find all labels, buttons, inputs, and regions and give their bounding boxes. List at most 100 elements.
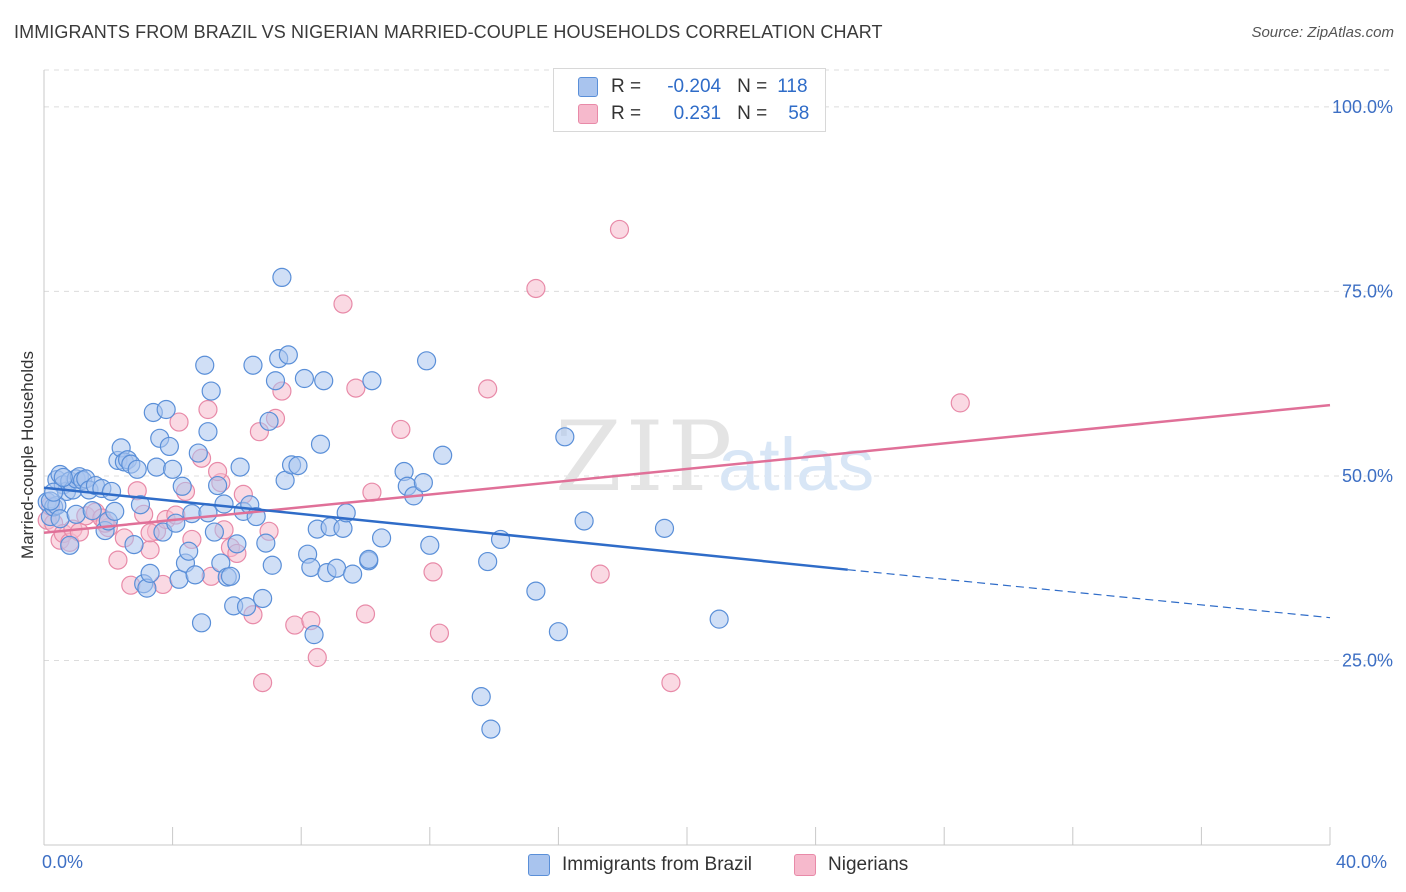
point-brazil	[198, 422, 218, 442]
point-brazil	[105, 501, 125, 521]
point-brazil	[416, 351, 437, 371]
point-brazil	[236, 596, 257, 617]
legend: R = -0.204 N = 118 R = 0.231 N = 58	[553, 68, 826, 132]
point-brazil	[265, 371, 286, 391]
point-brazil	[159, 436, 179, 457]
point-brazil	[420, 535, 440, 555]
point-nigerians	[285, 615, 305, 635]
point-brazil	[574, 511, 594, 531]
point-brazil	[359, 549, 379, 569]
point-nigerians	[478, 379, 498, 399]
point-brazil	[166, 513, 186, 533]
point-brazil	[169, 569, 189, 589]
trend-line-nigerians	[43, 403, 1331, 535]
point-brazil	[201, 381, 221, 401]
point-nigerians	[253, 673, 273, 693]
point-brazil	[214, 494, 234, 514]
point-brazil	[146, 457, 167, 477]
bottom-legend-brazil: Immigrants from Brazil	[528, 852, 752, 878]
y-tick-labels: 25.0% 50.0% 75.0% 100.0%	[1332, 97, 1393, 671]
legend-swatch-brazil	[578, 77, 598, 97]
bottom-legend-label-brazil: Immigrants from Brazil	[562, 854, 753, 875]
point-brazil	[362, 371, 382, 391]
point-brazil	[191, 613, 212, 633]
point-nigerians	[140, 540, 160, 560]
y-tick-label: 75.0%	[1342, 281, 1393, 301]
legend-row-nigerians: R = 0.231 N = 58	[578, 101, 809, 127]
point-brazil	[243, 355, 263, 375]
trend-line-brazil-extension	[847, 569, 1331, 619]
point-brazil	[548, 622, 569, 642]
point-nigerians	[391, 419, 411, 440]
legend-n-value: 118	[777, 76, 808, 97]
point-brazil	[130, 495, 151, 515]
point-brazil	[343, 564, 363, 584]
point-brazil	[478, 551, 498, 572]
point-brazil	[53, 467, 73, 488]
legend-r-value: -0.204	[667, 76, 722, 97]
point-brazil	[124, 534, 144, 555]
legend-n-label: N =	[737, 103, 768, 124]
point-brazil	[262, 555, 282, 575]
point-nigerians	[423, 562, 443, 582]
point-brazil	[60, 535, 80, 555]
x-tick-min: 0.0%	[42, 852, 84, 872]
point-brazil	[310, 434, 331, 454]
watermark-zip: ZIP	[555, 401, 736, 513]
point-brazil	[526, 581, 546, 601]
point-brazil	[82, 501, 102, 521]
point-brazil	[66, 504, 86, 524]
point-brazil	[50, 509, 70, 529]
point-brazil	[220, 566, 241, 586]
point-nigerians	[355, 604, 376, 624]
point-brazil	[371, 528, 392, 548]
legend-r-value: 0.231	[673, 103, 722, 124]
chart-title: IMMIGRANTS FROM BRAZIL VS NIGERIAN MARRI…	[14, 22, 883, 42]
legend-r-label: R =	[611, 76, 642, 97]
point-brazil	[433, 445, 453, 465]
point-brazil	[256, 533, 276, 553]
point-nigerians	[661, 673, 681, 693]
point-brazil	[314, 371, 334, 391]
point-nigerians	[307, 647, 327, 668]
point-brazil	[471, 687, 491, 707]
point-brazil	[198, 503, 218, 523]
legend-row-brazil: R = -0.204 N = 118	[578, 74, 808, 100]
point-nigerians	[169, 412, 189, 432]
point-brazil	[179, 541, 199, 561]
point-nigerians	[108, 550, 128, 570]
bottom-legend-label-nigerians: Nigerians	[828, 854, 909, 875]
point-nigerians	[198, 399, 218, 420]
legend-swatch-nigerians	[578, 104, 598, 124]
point-nigerians	[526, 278, 546, 299]
point-brazil	[326, 558, 347, 578]
point-brazil	[185, 565, 205, 585]
y-tick-label: 25.0%	[1342, 650, 1393, 670]
legend-n-value: 58	[788, 103, 810, 124]
point-brazil	[481, 719, 501, 739]
point-brazil	[304, 625, 324, 645]
source-label: Source: ZipAtlas.com	[1251, 24, 1394, 41]
x-tick-max: 40.0%	[1336, 852, 1388, 872]
point-brazil	[709, 609, 729, 629]
point-brazil	[140, 563, 160, 583]
point-brazil	[230, 457, 250, 477]
trend-line-brazil	[43, 486, 848, 571]
y-tick-label: 50.0%	[1342, 466, 1393, 486]
point-brazil	[172, 476, 192, 496]
point-nigerians	[590, 564, 610, 584]
point-brazil	[259, 411, 279, 431]
point-brazil	[253, 588, 273, 609]
watermark: ZIP atlas	[555, 401, 874, 513]
point-brazil	[301, 557, 321, 578]
point-brazil	[156, 399, 176, 420]
point-brazil	[288, 456, 308, 476]
point-nigerians	[950, 393, 970, 413]
bottom-legend-nigerians: Nigerians	[794, 852, 908, 878]
point-brazil	[208, 475, 228, 496]
legend-r-label: R =	[611, 103, 642, 124]
series-brazil	[37, 267, 729, 739]
point-brazil	[227, 534, 247, 554]
point-brazil	[163, 459, 183, 479]
